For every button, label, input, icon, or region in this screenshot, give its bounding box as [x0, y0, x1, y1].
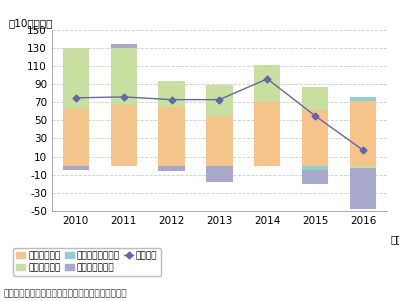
- Bar: [350, 168, 376, 209]
- Bar: [302, 166, 328, 170]
- Bar: [254, 65, 280, 102]
- Bar: [302, 110, 328, 166]
- Text: （年）: （年）: [390, 234, 399, 244]
- Bar: [158, 107, 185, 166]
- Bar: [158, 81, 185, 107]
- Bar: [158, 166, 185, 171]
- Legend: 直接投資収支, 証券投資収支, 金融派生商品収支, その他投資収支, 金融収支: 直接投資収支, 証券投資収支, 金融派生商品収支, その他投資収支, 金融収支: [13, 248, 161, 276]
- Bar: [63, 109, 89, 166]
- Bar: [302, 170, 328, 184]
- Bar: [350, 166, 376, 168]
- Bar: [350, 97, 376, 101]
- Bar: [63, 166, 89, 170]
- Bar: [206, 117, 233, 166]
- Bar: [111, 44, 137, 48]
- Bar: [111, 48, 137, 105]
- Bar: [111, 105, 137, 166]
- Bar: [350, 101, 376, 166]
- Bar: [206, 85, 233, 117]
- Bar: [63, 48, 89, 109]
- Text: 資料：ブラジル銀行のデータから経済産業省作成。: 資料：ブラジル銀行のデータから経済産業省作成。: [4, 289, 128, 298]
- Bar: [254, 102, 280, 166]
- Bar: [206, 166, 233, 182]
- Text: （10億ドル）: （10億ドル）: [8, 18, 53, 28]
- Bar: [302, 87, 328, 110]
